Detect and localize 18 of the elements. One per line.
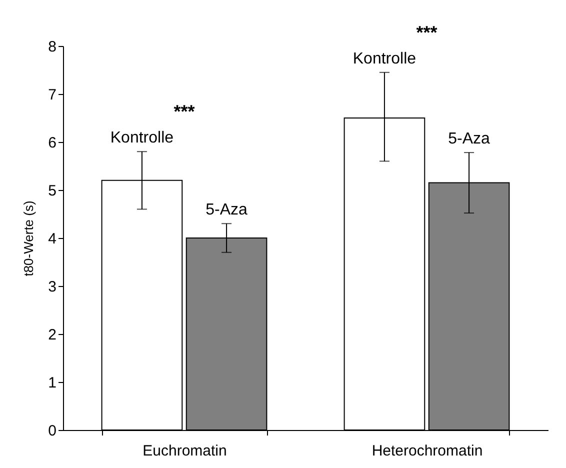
series-label: 5-Aza xyxy=(206,202,248,219)
text: Kontrolle xyxy=(110,130,174,147)
text: 5-Aza xyxy=(448,130,490,148)
text: *** xyxy=(416,22,438,42)
x-tick-label: Heterochromatin xyxy=(372,442,483,460)
y-tick-label: 7 xyxy=(48,86,56,104)
annotation: *** xyxy=(174,102,195,122)
y-axis-title: t80-Werte (s) xyxy=(21,200,36,276)
x-tick-label: Euchromatin xyxy=(142,442,227,460)
y-tick-label: 5 xyxy=(48,182,56,200)
y-tick-label: 2 xyxy=(48,326,56,344)
text: Kontrolle xyxy=(352,50,416,68)
y-tick-label: 1 xyxy=(48,374,56,392)
y-tick-label: 4 xyxy=(48,230,56,248)
y-tick-label: 0 xyxy=(48,422,56,440)
y-tick-label: 8 xyxy=(48,38,56,56)
y-tick-label: 6 xyxy=(48,134,56,152)
y-tick-label: 3 xyxy=(48,278,56,296)
